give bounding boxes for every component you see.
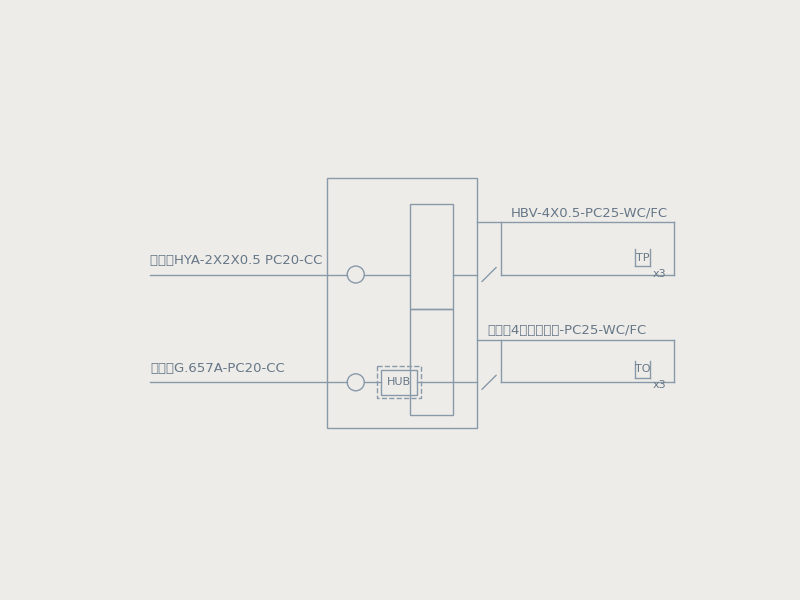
Text: x3: x3	[653, 269, 666, 279]
Text: HBV-4X0.5-PC25-WC/FC: HBV-4X0.5-PC25-WC/FC	[510, 206, 668, 220]
Bar	[410, 205, 453, 309]
Text: HUB: HUB	[387, 377, 411, 388]
Bar	[327, 178, 478, 428]
Bar	[382, 370, 417, 395]
Text: TO: TO	[634, 364, 650, 374]
Text: 网络：G.657A-PC20-CC: 网络：G.657A-PC20-CC	[150, 362, 285, 375]
Text: x3: x3	[653, 380, 666, 391]
Text: 电话：HYA-2X2X0.5 PC20-CC: 电话：HYA-2X2X0.5 PC20-CC	[150, 254, 322, 267]
Text: TP: TP	[636, 253, 650, 263]
Text: 超五类4对对绞电缆-PC25-WC/FC: 超五类4对对绞电缆-PC25-WC/FC	[487, 324, 646, 337]
Bar	[410, 309, 453, 415]
Bar	[378, 366, 421, 398]
